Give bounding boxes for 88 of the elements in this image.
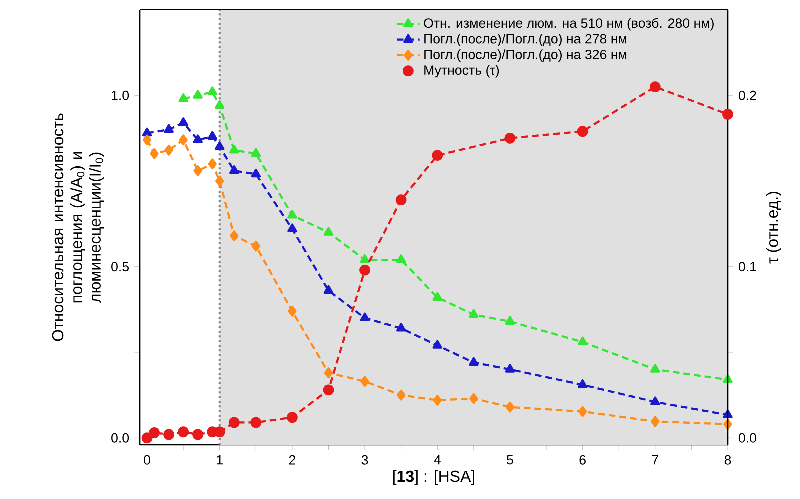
y2-tick-label: 0.1	[738, 262, 756, 272]
x-tick-label: 3	[362, 455, 368, 465]
point	[469, 357, 479, 366]
point	[251, 148, 262, 158]
legend-label: Погл.(после)/Погл.(до) на 278 нм	[424, 34, 627, 46]
x-tick-label: 5	[507, 455, 514, 465]
point	[142, 432, 153, 444]
point	[433, 394, 442, 406]
point	[288, 210, 298, 219]
x-tick-label: 0	[144, 455, 150, 465]
point	[432, 150, 444, 162]
point	[228, 417, 240, 428]
x-tick-label: 7	[652, 455, 658, 465]
legend-label: Отн. изменение люм. на 510 нм (возб. 280 нм)	[424, 18, 714, 31]
point	[288, 224, 298, 232]
point	[142, 128, 152, 137]
point	[324, 368, 334, 379]
point	[252, 240, 261, 252]
legend-label: Мутность (τ)	[424, 65, 500, 78]
point	[251, 168, 262, 178]
point	[650, 364, 660, 373]
y2-tick-label: 0.2	[738, 90, 756, 100]
point	[396, 194, 407, 206]
legend-label: Погл.(после)/Погл.(до) на 326 нм	[424, 50, 627, 62]
point	[650, 82, 661, 93]
point	[360, 254, 370, 264]
point	[192, 429, 204, 440]
x-axis-title: [13] : [HSA]	[394, 470, 475, 486]
point	[142, 134, 152, 146]
point	[578, 380, 588, 388]
point	[324, 227, 334, 236]
point	[178, 94, 188, 102]
point	[323, 384, 334, 396]
y-tick-label: 0.0	[112, 433, 130, 443]
point	[164, 429, 175, 440]
point	[650, 396, 660, 406]
point	[469, 309, 479, 318]
point	[229, 166, 240, 174]
point	[288, 306, 297, 317]
x-tick-label: 1	[217, 455, 223, 465]
x-tick-label: 4	[434, 455, 441, 465]
point	[432, 292, 443, 301]
point	[360, 376, 370, 388]
point	[722, 108, 734, 120]
y-tick-label: 0.5	[112, 262, 130, 272]
point	[214, 100, 225, 110]
point	[208, 131, 218, 140]
point	[577, 126, 588, 138]
x-tick-label: 6	[580, 455, 586, 465]
point	[149, 428, 160, 438]
point	[178, 426, 190, 438]
point	[164, 144, 174, 156]
point	[164, 124, 174, 134]
point	[230, 230, 239, 242]
point	[578, 336, 588, 346]
point	[432, 340, 443, 349]
point	[578, 406, 588, 418]
y2-axis-title: τ (отн.ед.)	[766, 192, 782, 264]
point	[193, 134, 203, 144]
point	[208, 158, 217, 170]
point	[396, 390, 406, 401]
point	[504, 132, 516, 144]
point	[150, 148, 159, 160]
point	[215, 176, 224, 187]
point	[723, 410, 733, 418]
x-tick-label: 2	[289, 455, 296, 465]
y-tick-label: 1.0	[112, 90, 130, 100]
point	[505, 364, 516, 373]
x-tick-label: 8	[724, 455, 732, 465]
point	[229, 144, 240, 154]
point	[286, 412, 298, 424]
point	[396, 323, 406, 332]
point	[178, 118, 188, 126]
point	[651, 416, 660, 428]
point	[506, 402, 515, 413]
point	[179, 134, 188, 146]
point	[505, 316, 516, 325]
point	[193, 90, 203, 99]
point	[360, 312, 370, 322]
point	[396, 254, 406, 264]
point	[470, 393, 478, 404]
y2-tick-label: 0.0	[738, 433, 756, 443]
point	[214, 142, 225, 150]
point	[360, 264, 371, 276]
point	[194, 166, 202, 176]
point	[208, 86, 218, 96]
point	[250, 417, 262, 428]
point	[324, 285, 334, 294]
